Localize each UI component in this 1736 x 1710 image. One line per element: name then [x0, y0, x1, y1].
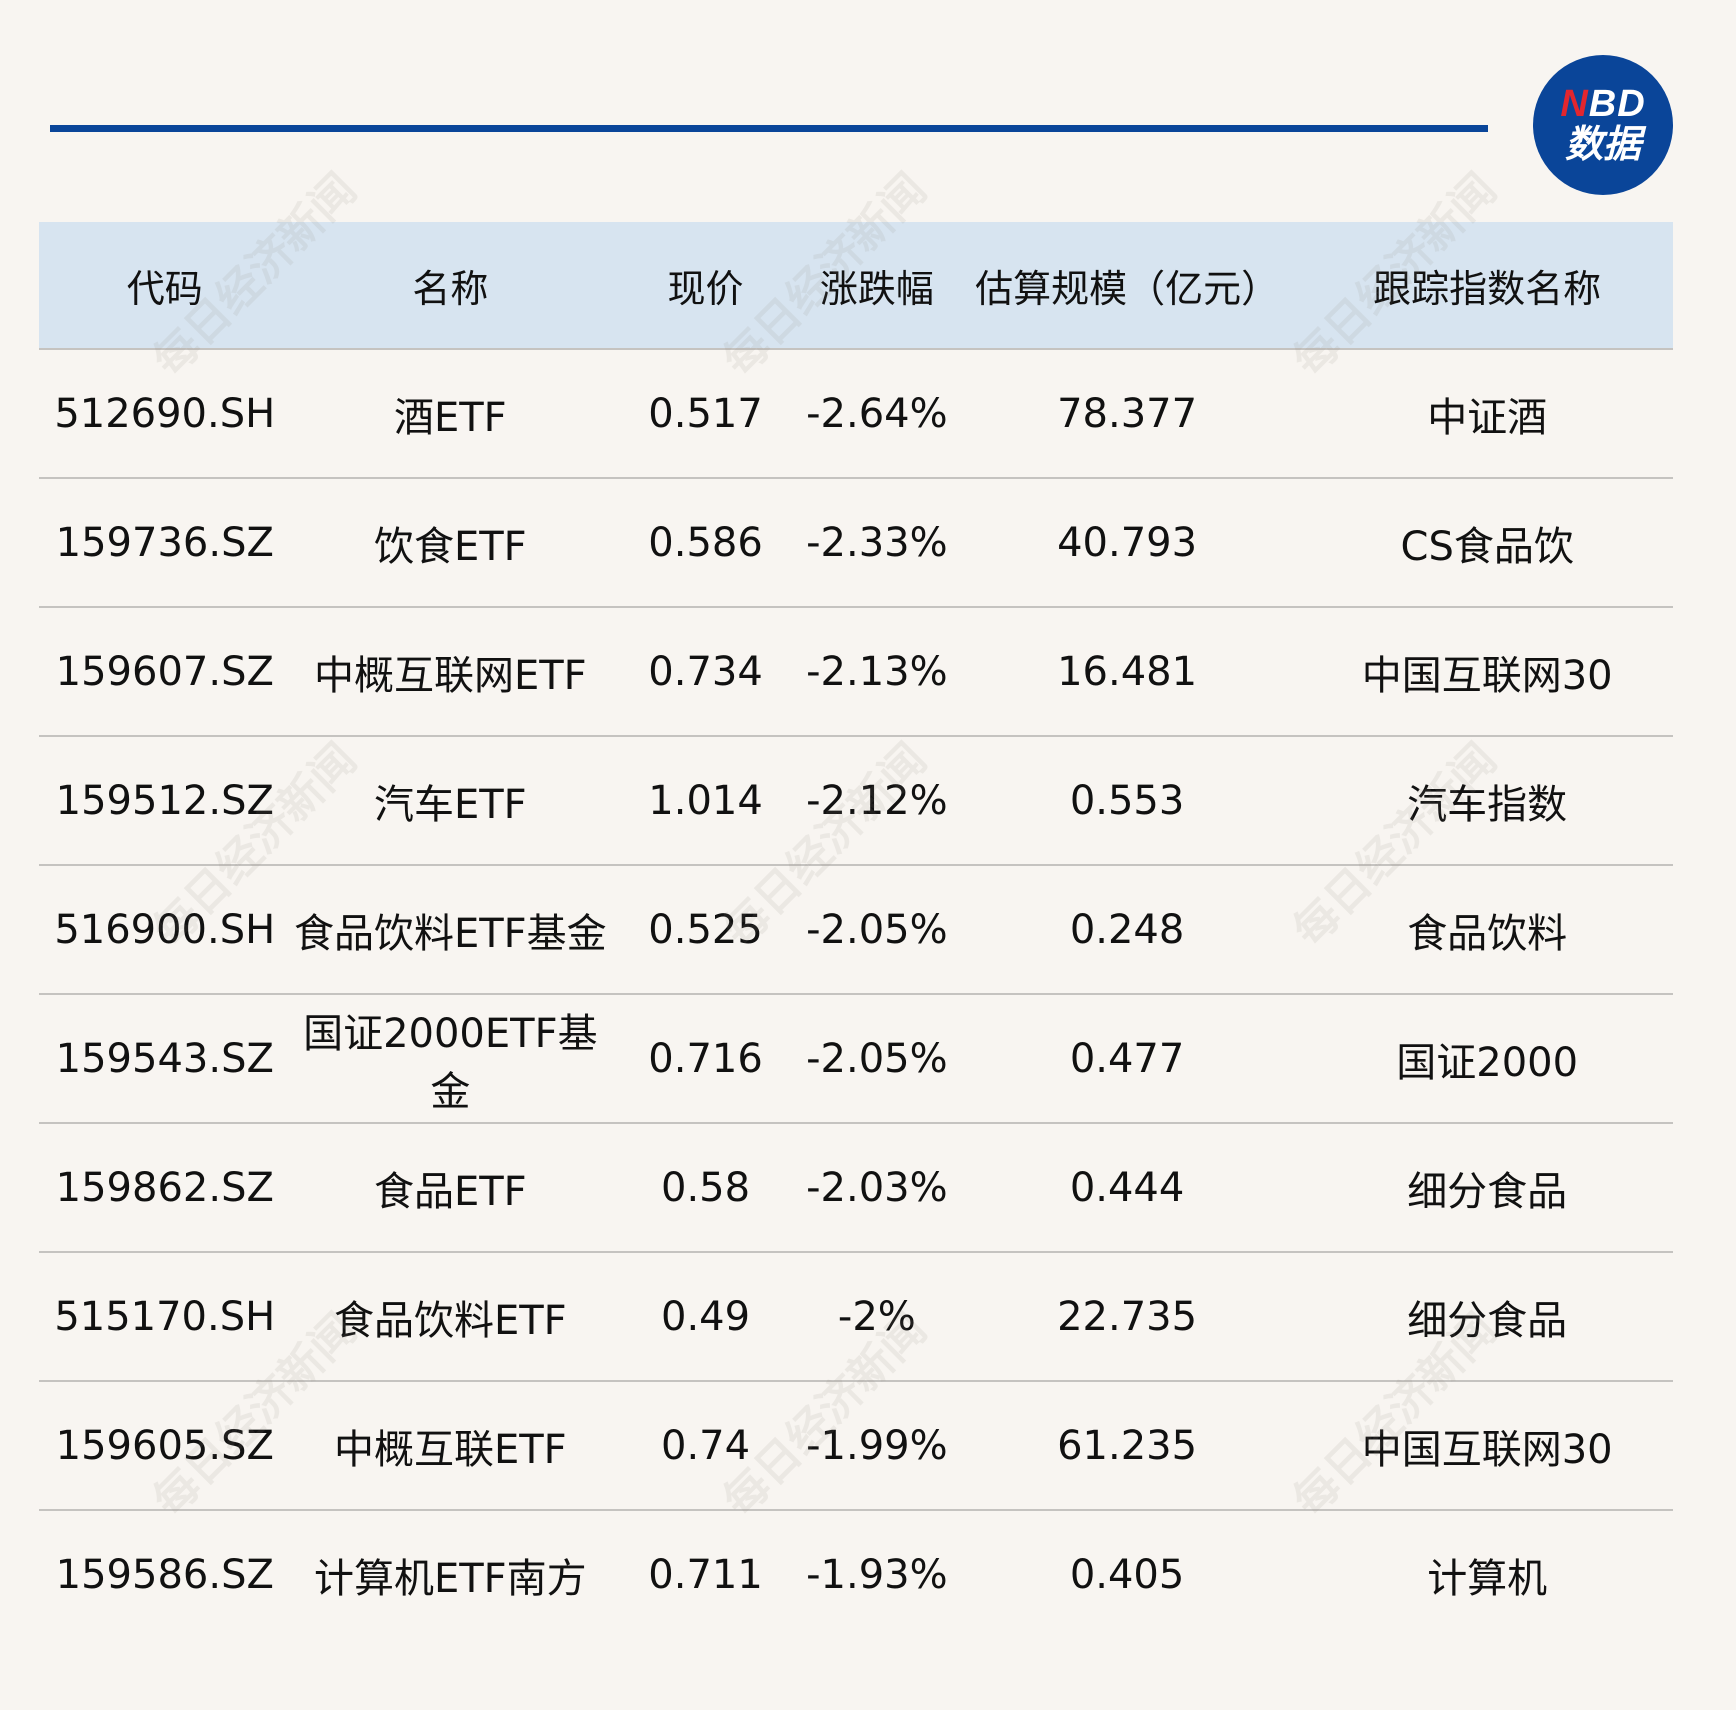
table-cell: -1.99%	[800, 1380, 953, 1510]
logo-data: 数据	[1564, 124, 1641, 166]
table-cell: CS食品饮	[1301, 477, 1673, 607]
table-cell: 国证2000ETF基金	[290, 993, 611, 1123]
table-cell: -2.03%	[800, 1122, 953, 1252]
table-cell: 中证酒	[1301, 348, 1673, 478]
table-row: 159736.SZ 饮食ETF 0.586 -2.33% 40.793 CS食品饮	[39, 477, 1673, 607]
table-cell: 细分食品	[1301, 1251, 1673, 1381]
table-cell: 0.405	[952, 1509, 1302, 1638]
table-cell: 159736.SZ	[39, 477, 291, 607]
table-row: 159543.SZ 国证2000ETF基金 0.716 -2.05% 0.477 国证20…	[39, 993, 1673, 1123]
table-cell: 1.014	[610, 735, 801, 865]
table-cell: 0.444	[952, 1122, 1302, 1252]
table-cell: -2.13%	[800, 606, 953, 736]
table-row: 159586.SZ 计算机ETF南方 0.711 -1.93% 0.405 计算机	[39, 1509, 1673, 1638]
table-cell: 159586.SZ	[39, 1509, 291, 1638]
table-cell: -2%	[800, 1251, 953, 1381]
column-header: 估算规模（亿元）	[952, 222, 1302, 350]
table-cell: 中概互联ETF	[290, 1380, 611, 1510]
table-row: 159607.SZ 中概互联网ETF 0.734 -2.13% 16.481 中国互联网3…	[39, 606, 1673, 736]
table-cell: 0.525	[610, 864, 801, 994]
title-rule	[50, 125, 1488, 132]
table-cell: 中概互联网ETF	[290, 606, 611, 736]
table-cell: -2.33%	[800, 477, 953, 607]
table-cell: 中国互联网30	[1301, 1380, 1673, 1510]
table-cell: 0.553	[952, 735, 1302, 865]
table-cell: 516900.SH	[39, 864, 291, 994]
table-cell: 0.58	[610, 1122, 801, 1252]
table-cell: 159607.SZ	[39, 606, 291, 736]
table-cell: 食品ETF	[290, 1122, 611, 1252]
table-cell: 515170.SH	[39, 1251, 291, 1381]
table-cell: 食品饮料	[1301, 864, 1673, 994]
nbd-data-logo: NBD 数据	[1533, 55, 1673, 195]
table-cell: 0.586	[610, 477, 801, 607]
table-cell: 61.235	[952, 1380, 1302, 1510]
table-cell: -2.12%	[800, 735, 953, 865]
table-cell: 0.711	[610, 1509, 801, 1638]
table-cell: 食品饮料ETF基金	[290, 864, 611, 994]
table-cell: -2.64%	[800, 348, 953, 478]
table-row: 159862.SZ 食品ETF 0.58 -2.03% 0.444 细分食品	[39, 1122, 1673, 1252]
table-cell: 酒ETF	[290, 348, 611, 478]
table-cell: 细分食品	[1301, 1122, 1673, 1252]
table-cell: 国证2000	[1301, 993, 1673, 1123]
table-cell: 饮食ETF	[290, 477, 611, 607]
etf-table: 代码 名称 现价 涨跌幅 估算规模（亿元） 跟踪指数名称 512690.SH 酒ETF 0.5…	[39, 222, 1673, 1638]
table-cell: 0.248	[952, 864, 1302, 994]
table-cell: 159605.SZ	[39, 1380, 291, 1510]
table-cell: 0.517	[610, 348, 801, 478]
table-row: 516900.SH 食品饮料ETF基金 0.525 -2.05% 0.248 食品饮料	[39, 864, 1673, 994]
table-cell: 食品饮料ETF	[290, 1251, 611, 1381]
table-cell: 计算机ETF南方	[290, 1509, 611, 1638]
column-header: 现价	[610, 222, 801, 350]
table-cell: 512690.SH	[39, 348, 291, 478]
column-header: 代码	[39, 222, 291, 350]
table-cell: 汽车ETF	[290, 735, 611, 865]
table-cell: 16.481	[952, 606, 1302, 736]
table-cell: 计算机	[1301, 1509, 1673, 1638]
table-header: 代码 名称 现价 涨跌幅 估算规模（亿元） 跟踪指数名称	[39, 222, 1673, 350]
table-cell: -1.93%	[800, 1509, 953, 1638]
table-cell: 22.735	[952, 1251, 1302, 1381]
table-cell: -2.05%	[800, 864, 953, 994]
table-cell: 78.377	[952, 348, 1302, 478]
table-row: 515170.SH 食品饮料ETF 0.49 -2% 22.735 细分食品	[39, 1251, 1673, 1381]
table-cell: 中国互联网30	[1301, 606, 1673, 736]
table-cell: 0.74	[610, 1380, 801, 1510]
logo-bd: BD	[1588, 83, 1646, 125]
table-cell: 40.793	[952, 477, 1302, 607]
table-cell: 159512.SZ	[39, 735, 291, 865]
table-row: 512690.SH 酒ETF 0.517 -2.64% 78.377 中证酒	[39, 348, 1673, 478]
table-cell: -2.05%	[800, 993, 953, 1123]
column-header: 名称	[290, 222, 611, 350]
column-header: 涨跌幅	[800, 222, 953, 350]
table-cell: 0.477	[952, 993, 1302, 1123]
table-cell: 0.49	[610, 1251, 801, 1381]
table-cell: 0.734	[610, 606, 801, 736]
column-header: 跟踪指数名称	[1301, 222, 1673, 350]
table-cell: 159543.SZ	[39, 993, 291, 1123]
table-row: 159512.SZ 汽车ETF 1.014 -2.12% 0.553 汽车指数	[39, 735, 1673, 865]
table-cell: 汽车指数	[1301, 735, 1673, 865]
table-cell: 0.716	[610, 993, 801, 1123]
table-cell: 159862.SZ	[39, 1122, 291, 1252]
logo-n: N	[1560, 83, 1589, 125]
table-row: 159605.SZ 中概互联ETF 0.74 -1.99% 61.235 中国互联网30	[39, 1380, 1673, 1510]
